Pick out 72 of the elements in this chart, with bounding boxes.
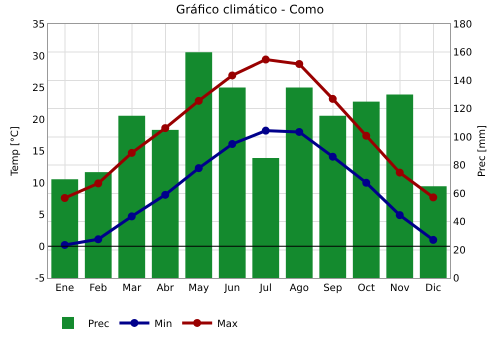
legend-label: Prec xyxy=(88,318,110,330)
bar xyxy=(118,116,146,278)
bar xyxy=(352,102,380,278)
y-tick-label: 30 xyxy=(32,51,45,62)
y-tick-label: 35 xyxy=(32,20,45,30)
y2-tick-label: 180 xyxy=(453,20,472,30)
x-tick-label: Mar xyxy=(122,283,142,294)
point xyxy=(262,56,270,64)
point xyxy=(429,193,438,202)
bar xyxy=(319,116,346,278)
bar xyxy=(386,94,414,278)
x-tick-label: Dic xyxy=(425,283,442,294)
x-tick-label: Sep xyxy=(323,283,342,294)
x-tick-label: Jun xyxy=(223,283,240,294)
y2-axis-title: Prec [mm] xyxy=(477,124,488,177)
point xyxy=(328,152,337,161)
point xyxy=(328,94,337,103)
bar xyxy=(286,88,313,278)
point xyxy=(128,212,136,220)
bar xyxy=(51,179,78,278)
y2-tick-label: 140 xyxy=(453,76,472,87)
y2-tick-label: 80 xyxy=(453,160,466,172)
bar xyxy=(152,130,179,278)
y-tick-label: 15 xyxy=(32,146,45,158)
bar xyxy=(218,88,246,278)
point xyxy=(396,168,404,177)
point xyxy=(128,148,136,157)
y-tick-label: 10 xyxy=(32,178,45,190)
point xyxy=(94,179,102,188)
y2-tick-label: 40 xyxy=(453,217,466,228)
y-tick-label: 20 xyxy=(32,114,45,126)
point xyxy=(429,236,438,244)
point xyxy=(262,126,270,135)
x-tick-label: Jul xyxy=(258,283,272,294)
bar xyxy=(185,52,212,278)
point xyxy=(295,60,304,68)
point xyxy=(362,132,370,140)
legend-label: Min xyxy=(154,318,172,330)
point xyxy=(295,128,304,136)
x-tick-label: Feb xyxy=(89,283,108,294)
y2-tick-label: 20 xyxy=(453,245,466,256)
point xyxy=(228,140,236,148)
y-axis-title: Temp [°C] xyxy=(10,126,21,177)
y-tick-label: -5 xyxy=(35,274,45,284)
x-tick-label: Ene xyxy=(55,283,74,294)
point xyxy=(228,71,236,80)
point xyxy=(396,211,404,220)
y2-tick-label: 60 xyxy=(453,188,466,200)
x-tick-label: Ago xyxy=(290,283,309,294)
x-tick-label: Oct xyxy=(358,283,375,294)
y2-tick-label: 120 xyxy=(453,104,472,116)
x-tick-label: May xyxy=(188,283,210,294)
bar xyxy=(420,186,447,278)
bar xyxy=(252,158,280,278)
y2-tick-label: 0 xyxy=(453,274,460,284)
y-tick-label: 0 xyxy=(38,242,45,253)
legend-label: Max xyxy=(217,318,238,330)
point xyxy=(362,178,370,187)
point xyxy=(161,190,170,199)
chart-title: Gráfico climático - Como xyxy=(176,2,324,17)
point xyxy=(194,164,203,172)
point xyxy=(161,124,170,132)
y2-tick-label: 100 xyxy=(453,132,472,144)
x-tick-label: Abr xyxy=(156,283,175,294)
y2-tick-label: 160 xyxy=(453,48,472,59)
point xyxy=(194,96,203,105)
x-tick-label: Nov xyxy=(390,283,410,294)
bar xyxy=(84,172,112,278)
y-tick-label: 25 xyxy=(32,83,45,94)
point xyxy=(60,194,69,202)
y-tick-label: 5 xyxy=(38,210,45,221)
point xyxy=(94,235,102,244)
